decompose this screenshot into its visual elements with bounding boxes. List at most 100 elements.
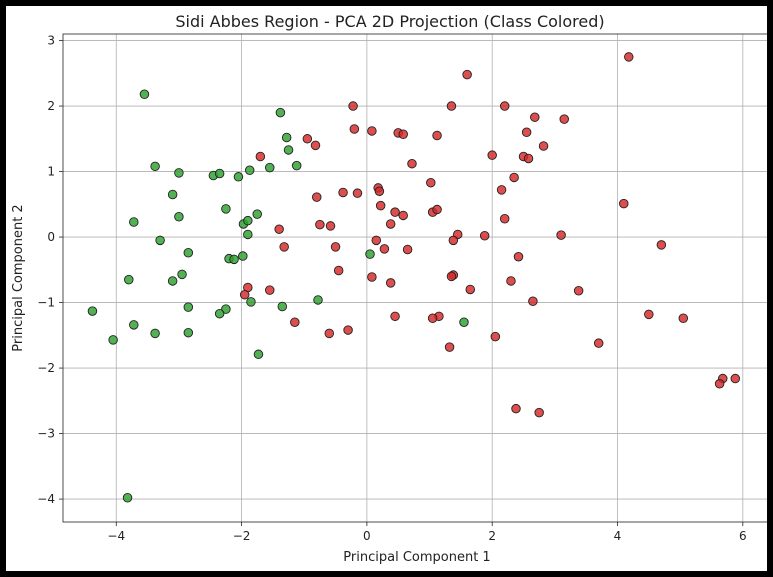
red-data-point xyxy=(348,101,358,111)
green-data-point xyxy=(253,349,264,360)
red-data-point xyxy=(446,101,457,111)
green-data-point xyxy=(265,162,275,173)
red-data-point xyxy=(446,271,457,282)
red-data-point xyxy=(678,313,689,324)
red-data-point xyxy=(371,235,382,246)
red-data-point xyxy=(398,129,408,139)
red-data-point xyxy=(506,276,516,286)
y-tick-label: 1 xyxy=(47,165,55,179)
red-data-point xyxy=(390,207,400,217)
x-tick-label: −4 xyxy=(107,529,125,543)
green-data-point xyxy=(221,304,231,314)
red-data-point xyxy=(367,126,377,136)
red-data-point xyxy=(538,141,549,151)
green-data-point xyxy=(150,328,160,339)
green-data-point xyxy=(283,145,294,155)
red-data-point xyxy=(444,342,455,352)
y-tick-label: −3 xyxy=(37,427,55,441)
chart-title: Sidi Abbes Region - PCA 2D Projection (C… xyxy=(175,12,604,31)
red-data-point xyxy=(556,230,566,240)
green-data-point xyxy=(214,168,225,179)
green-data-point xyxy=(252,209,262,219)
chart-canvas: Sidi Abbes Region - PCA 2D Projection (C… xyxy=(6,6,772,571)
red-data-point xyxy=(509,172,519,183)
green-data-point xyxy=(174,212,184,222)
red-data-point xyxy=(528,296,538,307)
axes-frame xyxy=(62,33,772,523)
green-data-point xyxy=(233,172,244,182)
red-data-point xyxy=(644,309,654,320)
red-data-point xyxy=(274,224,284,234)
red-data-point xyxy=(619,198,629,209)
red-data-point xyxy=(530,112,540,122)
y-tick-label: −1 xyxy=(37,296,55,310)
green-data-point xyxy=(221,204,231,214)
x-tick-label: 6 xyxy=(739,529,747,543)
red-data-point xyxy=(385,219,396,229)
y-tick-label: 0 xyxy=(47,230,55,244)
red-data-point xyxy=(375,200,386,211)
red-data-point xyxy=(333,265,344,276)
red-data-point xyxy=(448,235,459,246)
green-data-point xyxy=(177,269,187,280)
scatter-chart: Sidi Abbes Region - PCA 2D Projection (C… xyxy=(11,12,772,565)
red-data-point xyxy=(312,192,322,202)
green-data-point xyxy=(87,306,98,316)
green-data-point xyxy=(459,317,469,327)
y-tick-label: −4 xyxy=(37,492,55,506)
red-data-point xyxy=(432,204,442,215)
red-data-point xyxy=(338,187,348,198)
red-data-point xyxy=(499,101,510,111)
red-data-point xyxy=(265,285,275,295)
green-data-point xyxy=(277,301,288,312)
x-axis-label: Principal Component 1 xyxy=(343,550,490,565)
green-data-point xyxy=(246,297,256,307)
red-data-point xyxy=(714,379,725,389)
red-data-point xyxy=(385,278,396,288)
y-axis-label: Principal Component 2 xyxy=(11,204,26,351)
x-tick-label: 4 xyxy=(614,529,622,543)
red-data-point xyxy=(427,313,438,324)
red-data-point xyxy=(496,185,507,195)
red-data-point xyxy=(407,158,417,169)
red-data-point xyxy=(315,219,325,230)
x-tick-label: 0 xyxy=(363,529,371,543)
green-data-point xyxy=(174,168,184,178)
green-data-point xyxy=(167,276,178,286)
green-data-point xyxy=(313,295,323,305)
red-data-point xyxy=(402,244,413,255)
red-data-point xyxy=(624,52,634,62)
red-data-point xyxy=(499,213,510,224)
red-data-point xyxy=(656,240,667,250)
green-data-point xyxy=(243,215,253,226)
green-data-point xyxy=(124,274,134,285)
red-data-point xyxy=(325,221,336,231)
data-points xyxy=(87,52,741,503)
red-data-point xyxy=(573,286,584,296)
green-data-point xyxy=(183,302,194,312)
red-data-point xyxy=(379,244,390,254)
green-data-point xyxy=(183,327,194,338)
y-tick-label: 2 xyxy=(47,99,55,113)
green-data-point xyxy=(122,493,133,503)
green-data-point xyxy=(243,229,253,240)
red-data-point xyxy=(490,331,501,342)
red-data-point xyxy=(398,210,408,221)
red-data-point xyxy=(465,284,476,295)
green-data-point xyxy=(139,89,150,100)
red-data-point xyxy=(426,177,436,188)
red-data-point xyxy=(534,407,544,418)
red-data-point xyxy=(511,403,521,414)
red-data-point xyxy=(239,289,250,300)
green-data-point xyxy=(129,320,139,330)
red-data-point xyxy=(487,150,497,160)
red-data-point xyxy=(279,242,289,252)
red-data-point xyxy=(343,325,353,335)
green-data-point xyxy=(214,308,225,319)
red-data-point xyxy=(290,317,300,327)
red-data-point xyxy=(432,130,442,141)
green-data-point xyxy=(291,160,302,171)
red-data-point xyxy=(302,134,313,144)
red-data-point xyxy=(593,338,604,348)
